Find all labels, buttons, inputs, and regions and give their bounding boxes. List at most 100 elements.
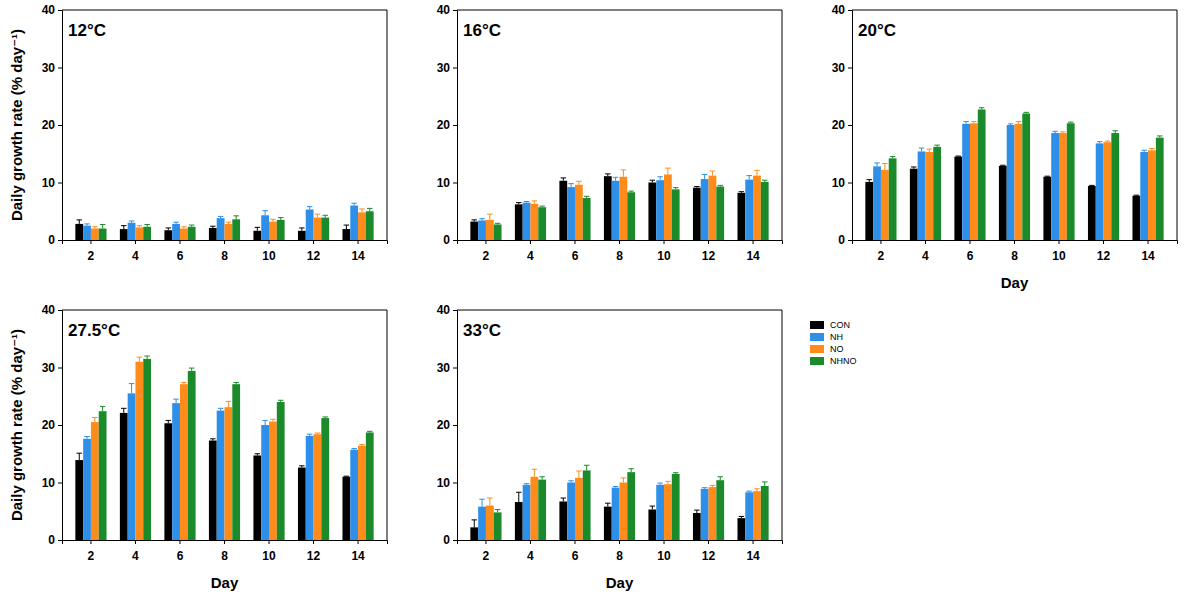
bar (664, 174, 672, 240)
bar (321, 218, 329, 240)
y-tick-label: 30 (437, 361, 451, 375)
y-tick-mark (453, 183, 457, 184)
bar (978, 109, 986, 240)
error-bar (255, 454, 260, 456)
y-tick-label: 40 (437, 303, 451, 317)
x-tick-label: 10 (262, 549, 276, 563)
legend-item: CON (810, 320, 850, 330)
bar (188, 227, 196, 240)
y-tick-mark (848, 125, 852, 126)
y-axis-line (848, 11, 853, 241)
y-axis-line (58, 11, 63, 241)
x-tick: 12 (307, 240, 321, 263)
series (470, 174, 745, 240)
error-bar (1023, 112, 1028, 113)
bar (745, 492, 753, 540)
frame-top (852, 10, 1177, 11)
error-bar (568, 481, 573, 483)
x-tick: 12 (1097, 240, 1111, 263)
bar (1096, 143, 1104, 240)
y-tick-label: 40 (832, 3, 846, 17)
y-tick-label: 30 (42, 361, 56, 375)
x-tick-label: 10 (1052, 249, 1066, 263)
y-axis-line (453, 11, 458, 241)
bar (672, 474, 680, 540)
x-tick-label: 10 (657, 549, 671, 563)
y-axis: 010203040 (42, 3, 63, 247)
bar (620, 177, 628, 240)
error-bar (746, 491, 751, 492)
y-tick-mark (58, 540, 62, 541)
bar (648, 183, 656, 241)
error-bar (718, 477, 723, 480)
error-bar (576, 471, 581, 478)
bar (933, 147, 941, 240)
error-bar (367, 431, 372, 432)
error-bar (495, 223, 500, 224)
x-tick-mark (753, 540, 754, 544)
bar (970, 123, 978, 240)
error-bar (359, 209, 364, 212)
error-bar (479, 499, 484, 506)
error-bar (890, 157, 895, 159)
error-bar (963, 122, 968, 124)
error-bar (694, 510, 699, 513)
x-tick-mark (90, 240, 91, 244)
bar (91, 229, 99, 241)
x-tick-mark (135, 540, 136, 544)
x-tick-mark (969, 240, 970, 244)
bar (261, 215, 269, 240)
error-bar (299, 228, 304, 231)
x-tick: 2 (878, 240, 885, 263)
error-bar (487, 214, 492, 220)
bar (486, 506, 494, 541)
error-bar (137, 357, 142, 362)
bar (253, 231, 261, 240)
y-tick-mark (453, 125, 457, 126)
frame-top (62, 310, 387, 311)
y-tick-label: 0 (443, 233, 450, 247)
error-bar (137, 226, 142, 228)
error-bar (665, 168, 670, 174)
y-tick: 20 (437, 418, 457, 432)
x-tick: 14 (746, 540, 760, 563)
x-tick-mark (530, 540, 531, 544)
x-tick-mark (135, 240, 136, 244)
error-bar (262, 211, 267, 216)
y-axis: 010203040 (832, 3, 853, 247)
x-tick-label: 12 (307, 549, 321, 563)
bar (143, 359, 151, 540)
y-tick: 10 (437, 176, 457, 190)
y-tick-label: 10 (42, 476, 56, 490)
error-bar (882, 164, 887, 170)
x-tick: 14 (1141, 240, 1155, 263)
y-tick-label: 30 (437, 61, 451, 75)
x-tick-mark (313, 540, 314, 544)
error-bar (561, 178, 566, 181)
bar (648, 510, 656, 540)
x-axis: 2468101214 (458, 240, 783, 263)
x-tick: 14 (746, 240, 760, 263)
legend-item: NO (810, 344, 844, 354)
error-bar (650, 506, 655, 509)
x-tick-mark (313, 240, 314, 244)
error-bar (270, 219, 275, 221)
error-bar (189, 225, 194, 227)
bar (737, 193, 745, 240)
x-axis-title: Day (211, 574, 239, 591)
y-tick-mark (848, 10, 852, 11)
x-tick-label: 14 (1141, 249, 1155, 263)
bar (709, 487, 717, 540)
frame-right (1177, 10, 1178, 240)
legend-label: CON (830, 320, 850, 330)
bar (261, 425, 269, 540)
y-axis-line (58, 311, 63, 541)
bar (1104, 142, 1112, 240)
series (83, 384, 358, 540)
error-bar (1045, 176, 1050, 178)
bar (612, 181, 620, 240)
x-tick-label: 4 (922, 249, 929, 263)
bar (478, 507, 486, 540)
error-bar (971, 122, 976, 124)
error-bar (754, 489, 759, 491)
